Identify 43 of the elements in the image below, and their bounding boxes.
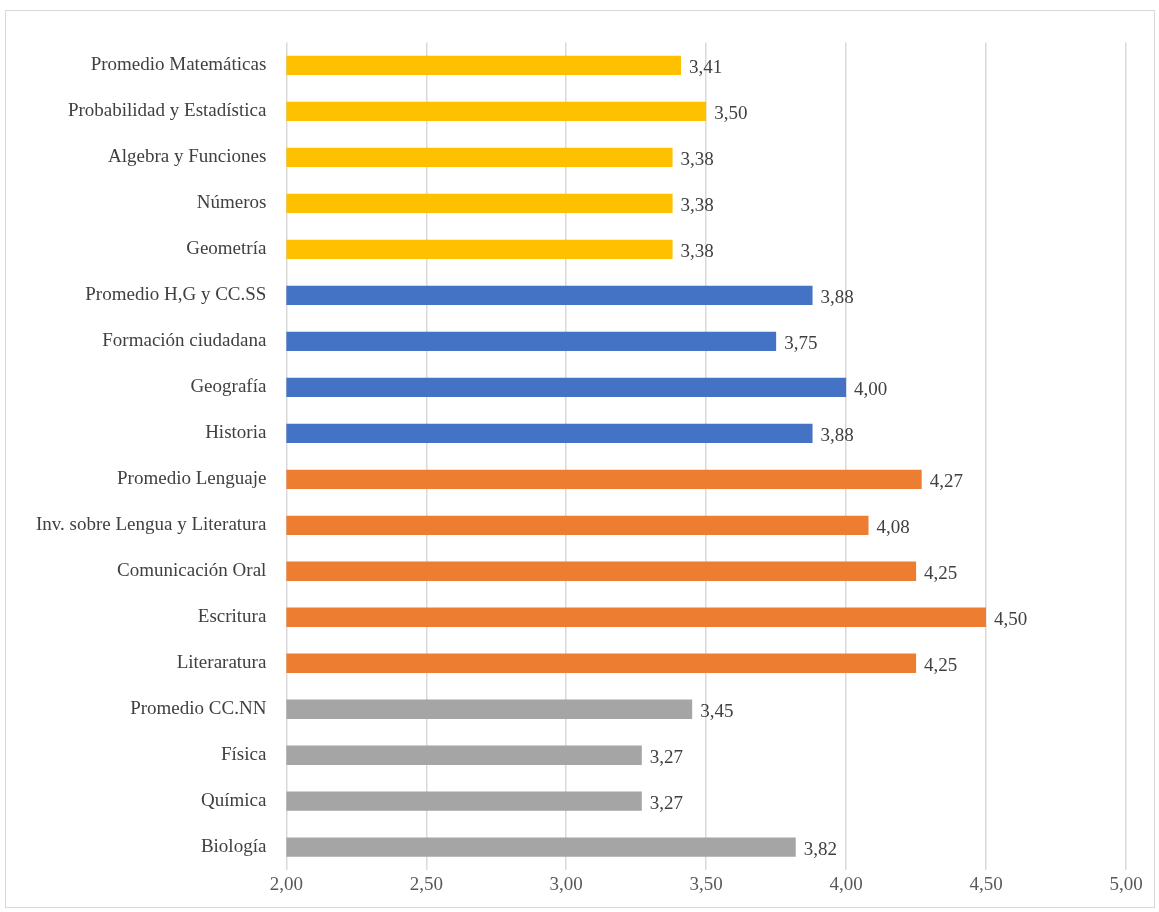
data-label: 3,45 (700, 700, 734, 722)
y-tick-label: Escritura (197, 605, 267, 627)
data-label: 4,00 (854, 378, 888, 400)
y-tick-label: Física (220, 743, 267, 765)
data-label: 3,88 (820, 424, 854, 446)
data-label: 4,08 (876, 516, 910, 538)
y-tick-label: Probabilidad y Estadística (67, 99, 267, 121)
x-tick-label: 3,00 (549, 872, 583, 894)
data-label: 3,41 (688, 56, 723, 78)
data-label: 4,25 (924, 654, 958, 676)
data-label: 3,38 (680, 240, 714, 262)
y-tick-label: Geometría (186, 237, 267, 259)
data-label: 3,27 (649, 746, 684, 768)
x-tick-label: 4,00 (829, 872, 863, 894)
y-tick-label: Química (200, 789, 267, 811)
y-tick-label: Números (196, 191, 267, 213)
data-label: 3,38 (680, 148, 714, 170)
data-label: 3,50 (714, 102, 748, 124)
data-label: 3,82 (803, 838, 837, 860)
data-label: 4,50 (994, 608, 1028, 630)
y-tick-label: Comunicación Oral (117, 559, 267, 581)
data-label: 3,88 (820, 286, 854, 308)
y-tick-label: Algebra y Funciones (108, 145, 267, 167)
y-tick-label: Promedio H,G y CC.SS (85, 283, 267, 305)
y-tick-label: Formación ciudadana (102, 329, 267, 351)
y-tick-label: Biología (200, 835, 267, 857)
data-label: 3,38 (680, 194, 714, 216)
x-tick-label: 2,00 (269, 872, 303, 894)
x-tick-label: 2,50 (409, 872, 443, 894)
data-label: 4,27 (929, 470, 963, 492)
y-tick-label: Geografía (190, 375, 267, 397)
data-label: 3,27 (649, 792, 684, 814)
y-tick-label: Historia (205, 421, 267, 443)
x-tick-label: 4,50 (969, 872, 1003, 894)
y-tick-label: Promedio Lenguaje (117, 467, 267, 489)
y-tick-label: Promedio Matemáticas (90, 53, 267, 75)
data-label: 4,25 (924, 562, 958, 584)
x-tick-label: 3,50 (689, 872, 723, 894)
data-label: 3,75 (784, 332, 818, 354)
y-tick-label: Promedio CC.NN (130, 697, 267, 719)
x-tick-label: 5,00 (1109, 872, 1143, 894)
y-tick-label: Literaratura (176, 651, 267, 673)
y-tick-label: Inv. sobre Lengua y Literatura (35, 513, 267, 535)
